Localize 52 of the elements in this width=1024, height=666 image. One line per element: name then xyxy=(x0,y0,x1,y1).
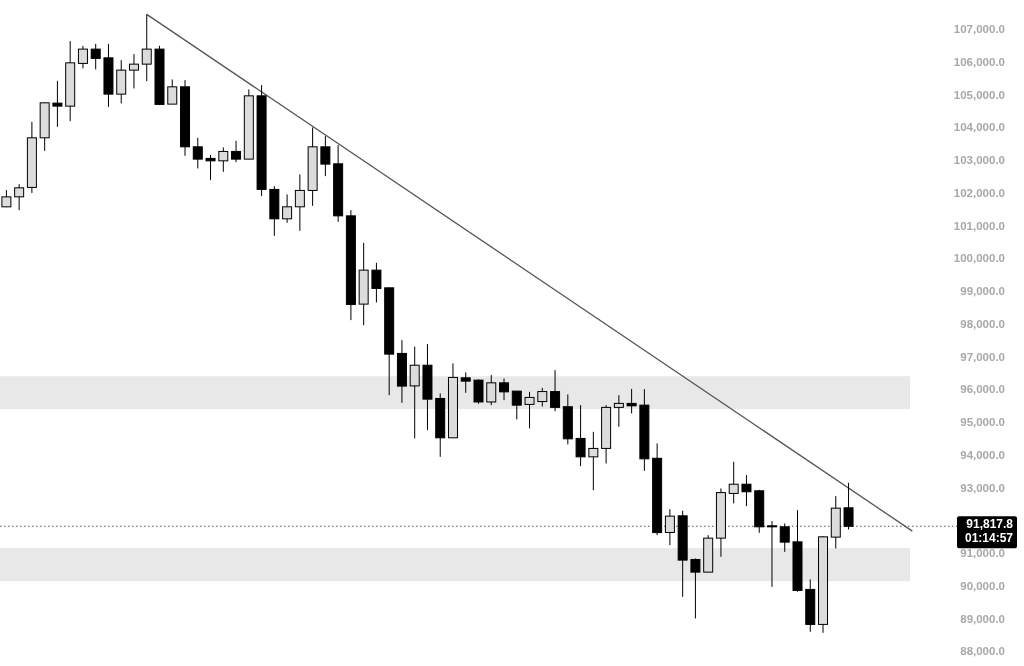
y-tick-label: 98,000.0 xyxy=(960,317,1005,330)
candlestick xyxy=(192,137,203,169)
candlestick xyxy=(167,78,178,105)
candlestick xyxy=(141,13,152,82)
y-tick-label: 105,000.0 xyxy=(953,88,1005,101)
y-tick-label: 103,000.0 xyxy=(953,154,1005,167)
candlestick xyxy=(690,557,701,619)
candlestick xyxy=(460,371,471,394)
y-tick-label: 90,000.0 xyxy=(960,579,1005,592)
candlestick xyxy=(371,262,382,303)
ref-line-label: 91,817.8 xyxy=(966,517,1014,532)
y-tick-label: 88,000.0 xyxy=(960,645,1005,658)
candlestick xyxy=(843,482,854,530)
candlestick xyxy=(741,474,752,507)
y-tick-label: 95,000.0 xyxy=(960,416,1005,429)
text: 01:14:57 xyxy=(964,531,1014,546)
candlestick xyxy=(588,431,599,491)
candlestick xyxy=(205,154,216,181)
y-tick-label: 107,000.0 xyxy=(953,23,1005,36)
candlestick xyxy=(231,140,242,163)
candlestick xyxy=(52,80,63,128)
candlestick xyxy=(499,377,510,401)
candlestick xyxy=(128,53,139,89)
candlestick xyxy=(320,135,331,177)
candlestick xyxy=(90,43,101,70)
candlestick xyxy=(626,388,637,414)
y-tick-label: 102,000.0 xyxy=(953,186,1005,199)
y-tick-label: 106,000.0 xyxy=(953,55,1005,68)
candlestick xyxy=(779,522,790,553)
candlestick xyxy=(473,378,484,405)
y-tick-label: 91,000.0 xyxy=(960,547,1005,560)
y-tick-label: 89,000.0 xyxy=(960,612,1005,625)
y-tick-label: 93,000.0 xyxy=(960,481,1005,494)
candlestick xyxy=(294,173,305,232)
candlestick xyxy=(766,520,777,588)
candlestick xyxy=(14,183,25,211)
candlestick xyxy=(77,45,88,69)
candlestick xyxy=(728,461,739,504)
candlestick xyxy=(575,404,586,467)
y-tick-label: 100,000.0 xyxy=(953,252,1005,265)
candlestick xyxy=(664,508,675,546)
y-tick-label: 96,000.0 xyxy=(960,383,1005,396)
y-tick-label: 104,000.0 xyxy=(953,121,1005,134)
y-tick-label: 101,000.0 xyxy=(953,219,1005,232)
candlestick xyxy=(116,59,127,104)
y-tick-label: 94,000.0 xyxy=(960,448,1005,461)
candlestick xyxy=(282,193,293,224)
candlestick xyxy=(218,146,229,173)
candlestick xyxy=(550,369,561,412)
candlestick xyxy=(511,390,522,420)
y-tick-label: 97,000.0 xyxy=(960,350,1005,363)
y-tick-label: 99,000.0 xyxy=(960,285,1005,298)
